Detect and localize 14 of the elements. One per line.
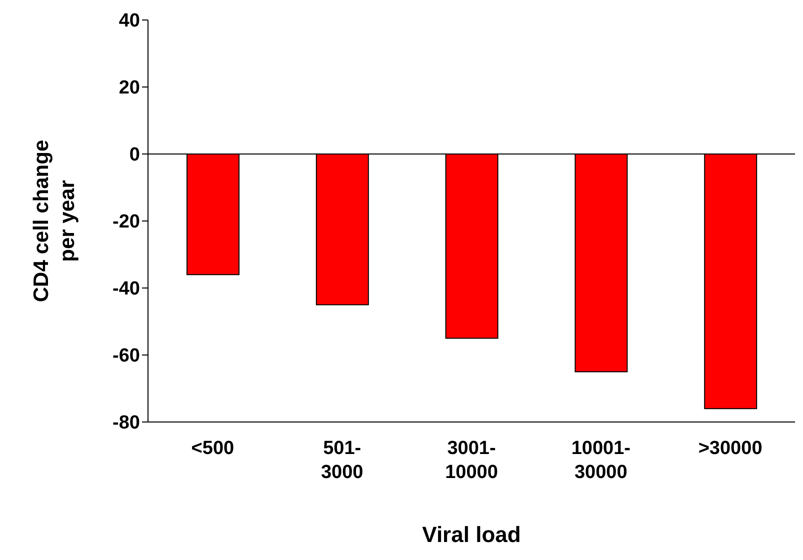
x-tick-label: <500: [191, 438, 234, 459]
y-tick-label: -60: [112, 346, 140, 367]
y-axis-title: CD4 cell change per year: [30, 140, 79, 302]
x-tick-label: 3001-10000: [445, 438, 498, 483]
x-tick-label: 10001-30000: [571, 438, 630, 483]
y-tick-label: -40: [112, 278, 140, 300]
y-tick-label: 40: [118, 10, 140, 32]
y-tick-label: -80: [112, 412, 140, 434]
x-axis-title: Viral load: [422, 522, 521, 547]
x-tick-label: 501-3000: [320, 438, 364, 483]
x-tick-label: >30000: [698, 438, 762, 459]
y-tick-label: -20: [112, 212, 140, 233]
y-tick-label: 0: [129, 144, 140, 166]
y-tick-label: 20: [118, 78, 140, 99]
